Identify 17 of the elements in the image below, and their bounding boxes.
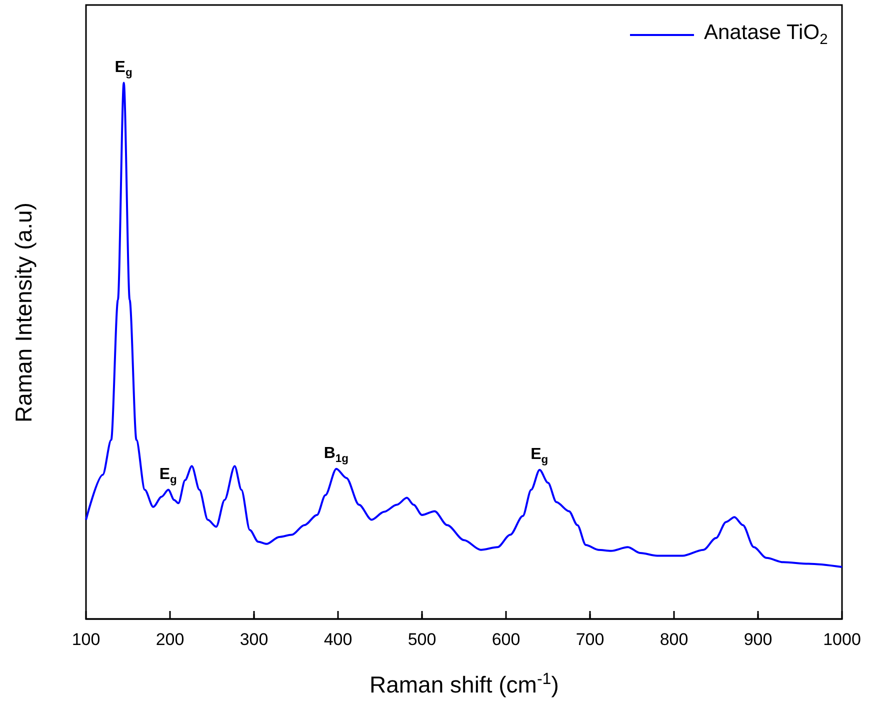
x-tick-label: 800 <box>660 630 688 649</box>
annotation: B$_{1g}$ <box>324 444 348 466</box>
x-tick-label: 900 <box>744 630 772 649</box>
x-tick-label: 600 <box>492 630 520 649</box>
annotation: E$_{g}$ <box>530 446 548 466</box>
x-tick-label: 300 <box>240 630 268 649</box>
x-tick-label: 400 <box>324 630 352 649</box>
legend-label: Anatase TiO$_{2}$ <box>704 21 828 48</box>
y-axis-title: Raman Intensity (a.u) <box>10 202 38 422</box>
x-tick-label: 700 <box>576 630 604 649</box>
annotation: E$_{g}$ <box>159 466 177 486</box>
x-tick-label: 200 <box>156 630 184 649</box>
x-tick-label: 100 <box>72 630 100 649</box>
x-axis-title: Raman shift (cm$^{-1}$) <box>370 670 559 699</box>
annotation: E$_{g}$ <box>114 58 132 79</box>
x-tick-label: 500 <box>408 630 436 649</box>
x-tick-label: 1000 <box>823 630 861 649</box>
